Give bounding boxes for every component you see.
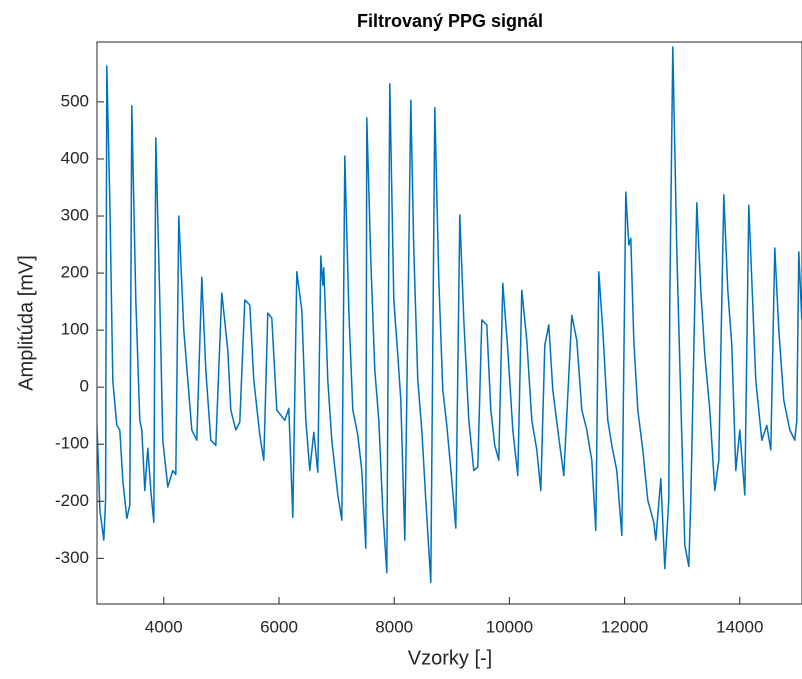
plot (97, 46, 802, 584)
x-axis-label: Vzorky [-] (408, 647, 492, 669)
y-tick-label: 200 (61, 263, 89, 282)
y-tick-label: 400 (61, 148, 89, 167)
y-tick-label: -300 (55, 548, 89, 567)
y-tick-label: -200 (55, 491, 89, 510)
plot-area (96, 41, 802, 605)
y-tick-label: 300 (61, 206, 89, 225)
x-tick-label: 4000 (145, 617, 183, 636)
y-axis-label: Amplitúda [mV] (15, 255, 37, 391)
x-tick-label: 8000 (375, 617, 413, 636)
y-tick-label: 0 (80, 377, 89, 396)
y-tick-label: 100 (61, 320, 89, 339)
chart-title: Filtrovaný PPG signál (357, 11, 543, 31)
x-tick-label: 12000 (601, 617, 648, 636)
x-tick-label: 14000 (716, 617, 763, 636)
y-tick-label: 500 (61, 91, 89, 110)
data-line (97, 46, 802, 584)
y-tick-label: -100 (55, 434, 89, 453)
x-tick-label: 10000 (486, 617, 533, 636)
x-tick-label: 6000 (260, 617, 298, 636)
